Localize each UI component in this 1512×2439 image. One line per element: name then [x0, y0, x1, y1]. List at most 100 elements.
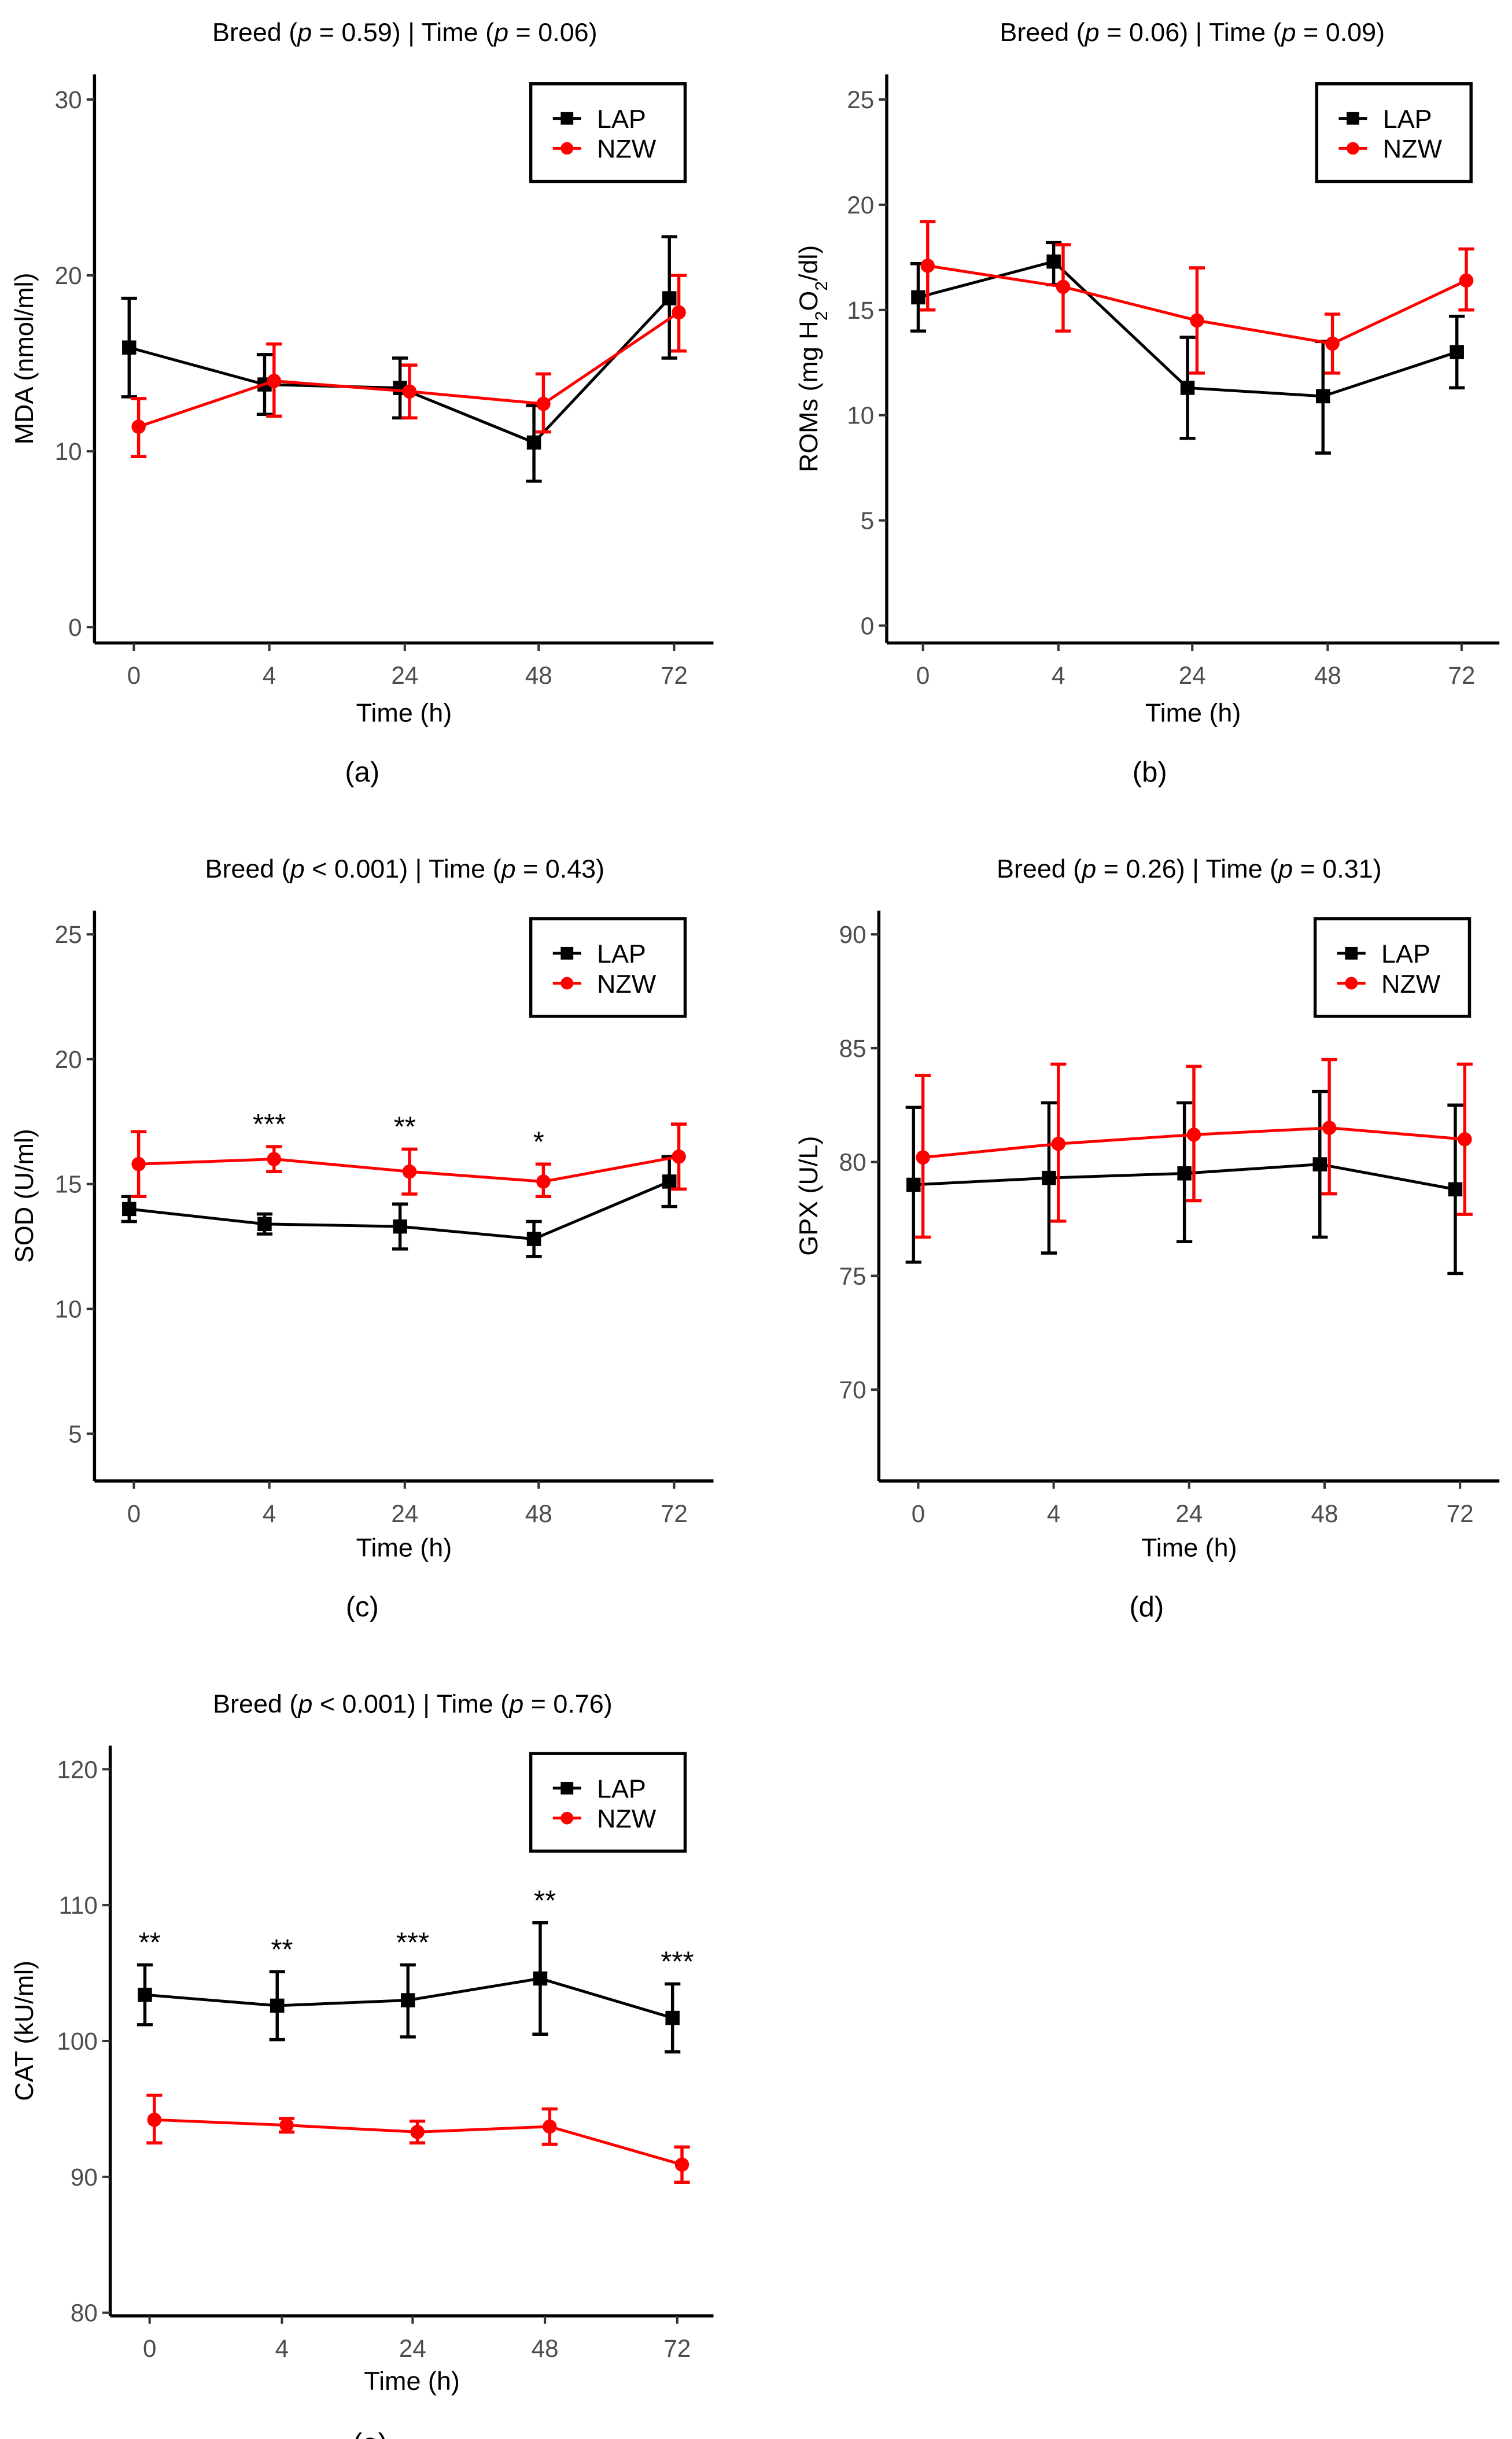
x-tick-label: 4 [275, 2335, 289, 2362]
title-part: p [508, 1689, 523, 1718]
legend-circle-icon [560, 1811, 574, 1825]
y-tick-label: 70 [839, 1376, 866, 1403]
data-point-square [257, 1217, 272, 1232]
data-point-circle [543, 2119, 557, 2134]
title-part: p [297, 1689, 312, 1718]
legend-label: NZW [597, 134, 657, 164]
data-point-circle [1056, 279, 1071, 294]
data-point-circle [1325, 336, 1340, 351]
title-part: = 0.06) [508, 17, 598, 47]
data-point-square [1180, 381, 1195, 395]
x-tick-label: 0 [127, 1500, 141, 1527]
chart-title: Breed (p < 0.001) | Time (p = 0.76) [213, 1689, 613, 1718]
significance-marker: *** [253, 1109, 286, 1140]
ylabel-part: CAT (kU/ml) [9, 1961, 39, 2101]
data-point-circle [536, 1174, 551, 1189]
data-point-circle [1051, 1136, 1066, 1151]
data-point-circle [279, 2118, 294, 2132]
y-tick-label: 20 [847, 191, 874, 219]
data-point-circle [131, 1156, 146, 1171]
data-point-circle [1186, 1128, 1201, 1142]
x-axis-label: Time (h) [1141, 1533, 1237, 1563]
legend-circle-icon [1347, 142, 1359, 155]
title-part: p [296, 17, 312, 47]
data-point-square [270, 1998, 285, 2013]
y-tick-label: 15 [55, 1171, 82, 1198]
data-point-square [1315, 389, 1330, 404]
y-tick-label: 90 [71, 2164, 98, 2191]
series-lap [905, 1089, 1463, 1276]
x-axis-label: Time (h) [356, 698, 452, 728]
legend-circle-icon [560, 977, 574, 990]
data-point-square [662, 291, 677, 305]
data-point-square [1042, 1170, 1056, 1185]
x-tick-label: 0 [127, 662, 141, 689]
title-part: Breed ( [205, 854, 290, 883]
data-point-square [393, 1219, 407, 1234]
x-tick-label: 72 [661, 662, 688, 689]
x-tick-label: 4 [263, 662, 276, 689]
y-tick-label: 5 [861, 507, 874, 535]
y-axis-label: MDA (nmol/ml) [9, 272, 39, 444]
data-point-square [911, 290, 925, 305]
title-part: = 0.43) [516, 854, 605, 883]
data-point-circle [1459, 273, 1474, 288]
data-point-square [1177, 1166, 1192, 1181]
x-tick-label: 4 [1047, 1500, 1060, 1527]
x-axis-label: Time (h) [356, 1533, 452, 1563]
data-point-circle [674, 2157, 689, 2172]
legend-box [529, 1752, 687, 1853]
title-part: = 0.26) | Time ( [1096, 854, 1278, 883]
x-tick-label: 48 [532, 2335, 559, 2362]
series-lap [137, 1921, 681, 2054]
series-lap [910, 241, 1465, 455]
data-point-square [526, 435, 541, 450]
x-tick-label: 72 [1448, 662, 1475, 689]
legend-square-icon [1345, 946, 1358, 960]
x-tick-label: 48 [525, 1500, 552, 1527]
series-nzw [920, 220, 1474, 375]
chart-title: Breed (p < 0.001) | Time (p = 0.43) [205, 854, 604, 883]
data-point-circle [1190, 313, 1204, 328]
panel-label: (d) [1129, 1591, 1164, 1623]
ylabel-part: SOD (U/ml) [9, 1129, 39, 1263]
chart-title: Breed (p = 0.59) | Time (p = 0.06) [212, 17, 598, 47]
title-part: < 0.001) | Time ( [305, 854, 501, 883]
data-point-circle [267, 374, 282, 388]
title-part: = 0.09) [1296, 17, 1385, 47]
data-point-circle [916, 1150, 930, 1165]
data-point-circle [672, 305, 686, 320]
y-axis-label: GPX (U/L) [794, 1136, 823, 1256]
series-lap [121, 235, 677, 483]
title-part: = 0.76) [523, 1689, 613, 1718]
y-tick-label: 0 [68, 614, 82, 641]
significance-marker: ** [139, 1928, 161, 1959]
legend-label: LAP [597, 939, 646, 968]
ylabel-part: ROMs (mg H [794, 320, 823, 472]
data-point-square [1450, 345, 1464, 359]
x-tick-label: 4 [1052, 662, 1065, 689]
title-part: p [1277, 854, 1293, 883]
data-point-circle [536, 396, 551, 411]
y-tick-label: 20 [55, 1046, 82, 1073]
legend-square-icon [560, 112, 574, 125]
x-tick-label: 0 [916, 662, 930, 689]
legend-label: NZW [1383, 134, 1443, 164]
data-point-square [665, 2010, 680, 2025]
data-point-square [526, 1232, 541, 1246]
x-tick-label: 24 [1179, 662, 1206, 689]
y-tick-label: 20 [55, 262, 82, 289]
x-tick-label: 48 [1311, 1500, 1338, 1527]
ylabel-part: GPX (U/L) [794, 1136, 823, 1256]
data-point-circle [410, 2125, 425, 2139]
x-tick-label: 0 [912, 1500, 925, 1527]
y-tick-label: 90 [839, 921, 866, 948]
legend-box [529, 82, 687, 183]
panel-label: (c) [346, 1591, 379, 1623]
legend-box [1315, 82, 1473, 183]
x-tick-label: 72 [663, 2335, 691, 2362]
panel-label: (b) [1133, 757, 1167, 788]
